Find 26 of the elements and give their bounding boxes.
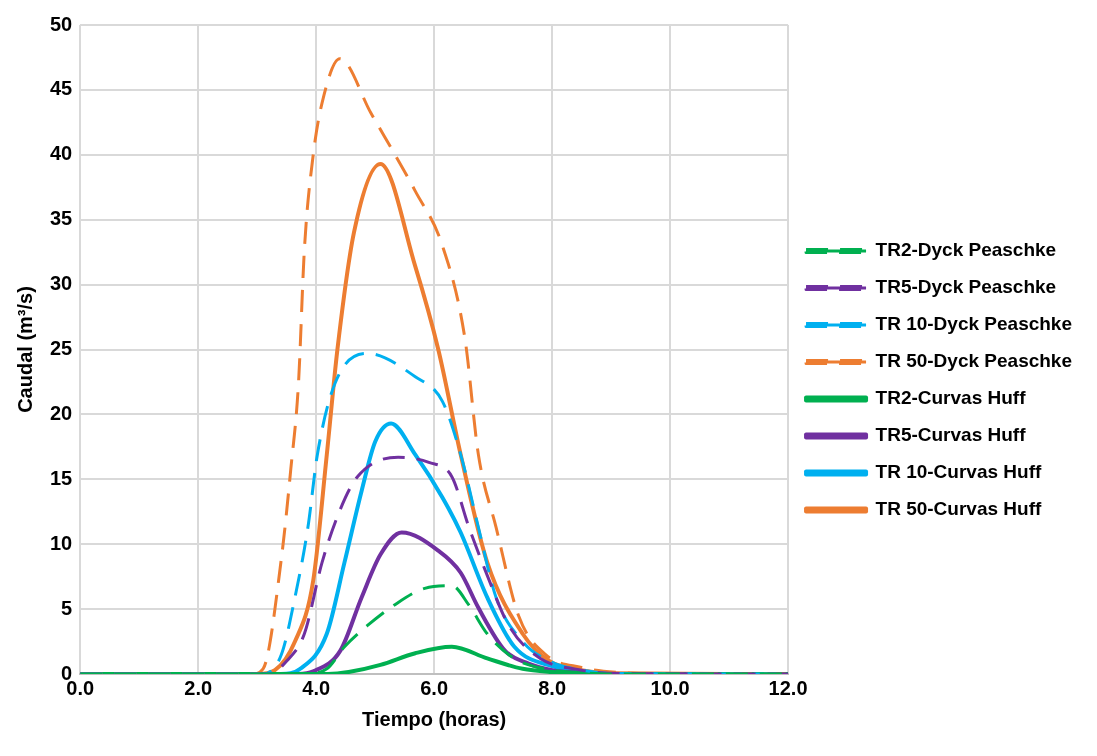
- y-tick-label: 25: [50, 337, 73, 360]
- legend-label: TR2-Curvas Huff: [875, 387, 1027, 409]
- y-tick-label: 35: [50, 207, 73, 230]
- legend-label: TR 50-Dyck Peaschke: [875, 350, 1073, 372]
- x-axis-title: Tiempo (horas): [362, 707, 507, 730]
- legend-label: TR5-Dyck Peaschke: [875, 276, 1057, 298]
- legend-label: TR5-Curvas Huff: [875, 424, 1027, 446]
- x-tick-label: 6.0: [420, 676, 449, 699]
- y-axis-title: Caudal (m³/s): [13, 286, 36, 413]
- y-tick-label: 20: [50, 401, 73, 424]
- y-tick-label: 5: [61, 596, 73, 619]
- y-tick-label: 30: [50, 272, 73, 295]
- y-tick-label: 15: [50, 466, 73, 489]
- y-tick-label: 45: [50, 77, 73, 100]
- legend-label: TR 10-Dyck Peaschke: [875, 313, 1073, 335]
- y-tick-label: 50: [50, 12, 73, 35]
- y-tick-label: 40: [50, 142, 73, 165]
- x-tick-label: 4.0: [302, 676, 331, 699]
- legend-label: TR 50-Curvas Huff: [875, 498, 1042, 520]
- x-tick-label: 2.0: [184, 676, 213, 699]
- x-tick-label: 8.0: [538, 676, 567, 699]
- x-tick-label: 12.0: [768, 676, 808, 699]
- legend-label: TR2-Dyck Peaschke: [875, 239, 1057, 261]
- legend-label: TR 10-Curvas Huff: [875, 461, 1042, 483]
- x-tick-label: 10.0: [650, 676, 690, 699]
- y-tick-label: 10: [50, 531, 73, 554]
